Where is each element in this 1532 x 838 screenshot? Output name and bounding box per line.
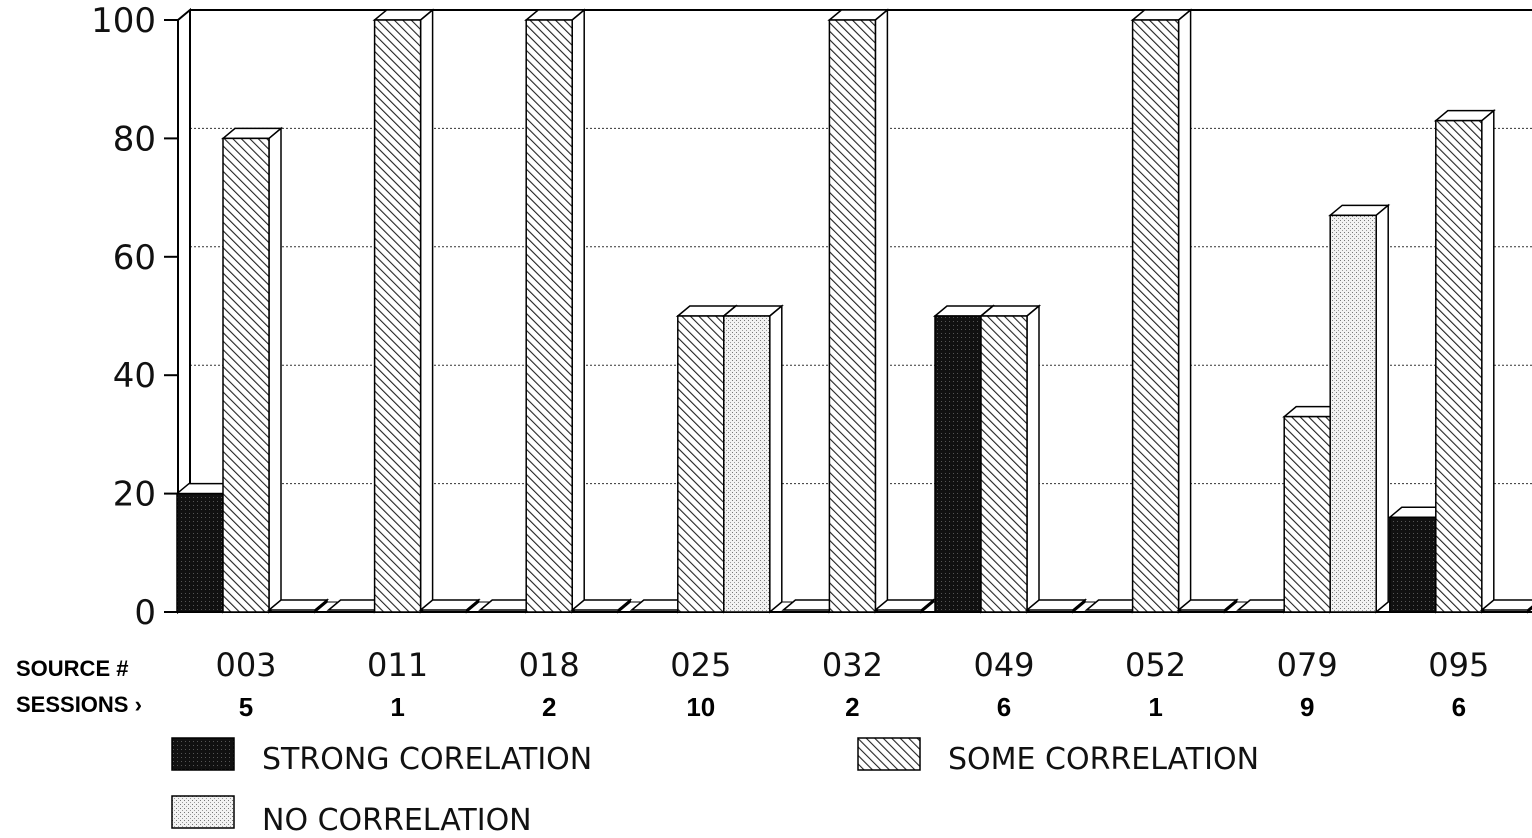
sessions-value: 5 [239, 692, 253, 722]
legend-swatch [171, 795, 235, 829]
bar-front [934, 315, 982, 613]
bar-side [617, 598, 631, 614]
bar [418, 598, 481, 614]
bar [978, 304, 1042, 614]
bar [1328, 203, 1391, 614]
x-tick-label: 018 [519, 646, 580, 684]
bar [873, 598, 936, 614]
bar-side [920, 598, 935, 614]
y-tick-label: 20 [113, 475, 156, 515]
legend-label: STRONG CORELATION [262, 742, 592, 777]
legend-swatch [171, 737, 235, 771]
bar-side [1223, 598, 1238, 614]
sessions-value: 1 [390, 692, 404, 722]
bar-side [1026, 304, 1040, 614]
bar [1433, 109, 1496, 614]
bar-side [1072, 598, 1086, 614]
bar-side [419, 8, 434, 614]
bar [570, 598, 633, 614]
y-tick-label: 60 [113, 238, 156, 278]
bar-front [828, 19, 877, 613]
y-tick-label: 0 [134, 593, 156, 633]
x-tick-label: 052 [1125, 646, 1186, 684]
sessions-value: 2 [542, 692, 556, 722]
bar [721, 304, 784, 614]
legend-item: NO CORRELATION [171, 795, 532, 838]
bar-side [571, 8, 585, 614]
bar [372, 8, 435, 614]
y-tick-label: 80 [113, 119, 156, 159]
source-row-label: SOURCE # [16, 656, 128, 681]
bar-top [1479, 599, 1532, 611]
bar [1024, 598, 1088, 614]
bar-front [677, 315, 725, 613]
bar [1479, 599, 1532, 614]
bar-side [1375, 203, 1389, 614]
x-tick-label: 011 [367, 646, 428, 684]
bar-front [1283, 415, 1331, 613]
bar [827, 8, 890, 614]
bar [1176, 598, 1239, 614]
x-tick-label: 025 [670, 646, 731, 684]
legend-label: NO CORRELATION [262, 803, 532, 838]
sessions-value: 2 [845, 692, 859, 722]
legend-item: STRONG CORELATION [171, 737, 592, 777]
bar-front [525, 19, 573, 613]
legend-item: SOME CORRELATION [857, 737, 1259, 777]
bar-side [769, 304, 783, 614]
bar [1130, 8, 1193, 614]
bar-side [268, 126, 282, 614]
bar-side [1177, 8, 1192, 614]
bar-front [980, 315, 1028, 613]
y-tick-label: 100 [91, 1, 156, 41]
sessions-value: 6 [1452, 692, 1466, 722]
bar [220, 126, 284, 614]
bar-front [1389, 516, 1437, 613]
bar-front [1329, 214, 1377, 613]
bars [174, 8, 1532, 614]
legend-swatch [857, 737, 921, 771]
sessions-value: 1 [1148, 692, 1162, 722]
bar-side [1527, 605, 1532, 614]
bar-side [465, 598, 480, 614]
x-tick-label: 095 [1428, 646, 1489, 684]
bar-side [314, 598, 328, 614]
bar [266, 598, 330, 614]
y-tick-label: 40 [113, 356, 156, 396]
x-tick-label: 032 [822, 646, 883, 684]
sessions-value: 6 [997, 692, 1011, 722]
bar [524, 8, 587, 614]
bar-side [1481, 109, 1495, 614]
bar-front [176, 492, 224, 613]
axis-labels: 0 20 40 60 80 100 003 5 011 1 018 2 025 10 032 2 049 6 052… [16, 1, 1489, 722]
legend-label: SOME CORRELATION [948, 742, 1259, 777]
sessions-value: 10 [686, 692, 715, 722]
sessions-row-label: SESSIONS › [16, 692, 142, 717]
bar-front [373, 19, 422, 613]
bar-front [723, 315, 771, 613]
bar-front [1131, 19, 1180, 613]
sessions-value: 9 [1300, 692, 1314, 722]
bar-front [1435, 119, 1483, 613]
x-tick-label: 003 [215, 646, 276, 684]
bar-front [222, 137, 270, 613]
x-tick-label: 079 [1277, 646, 1338, 684]
legend: STRONG CORELATION SOME CORRELATION NO CORR… [171, 737, 1259, 838]
x-tick-label: 049 [973, 646, 1034, 684]
bar-side [874, 8, 889, 614]
